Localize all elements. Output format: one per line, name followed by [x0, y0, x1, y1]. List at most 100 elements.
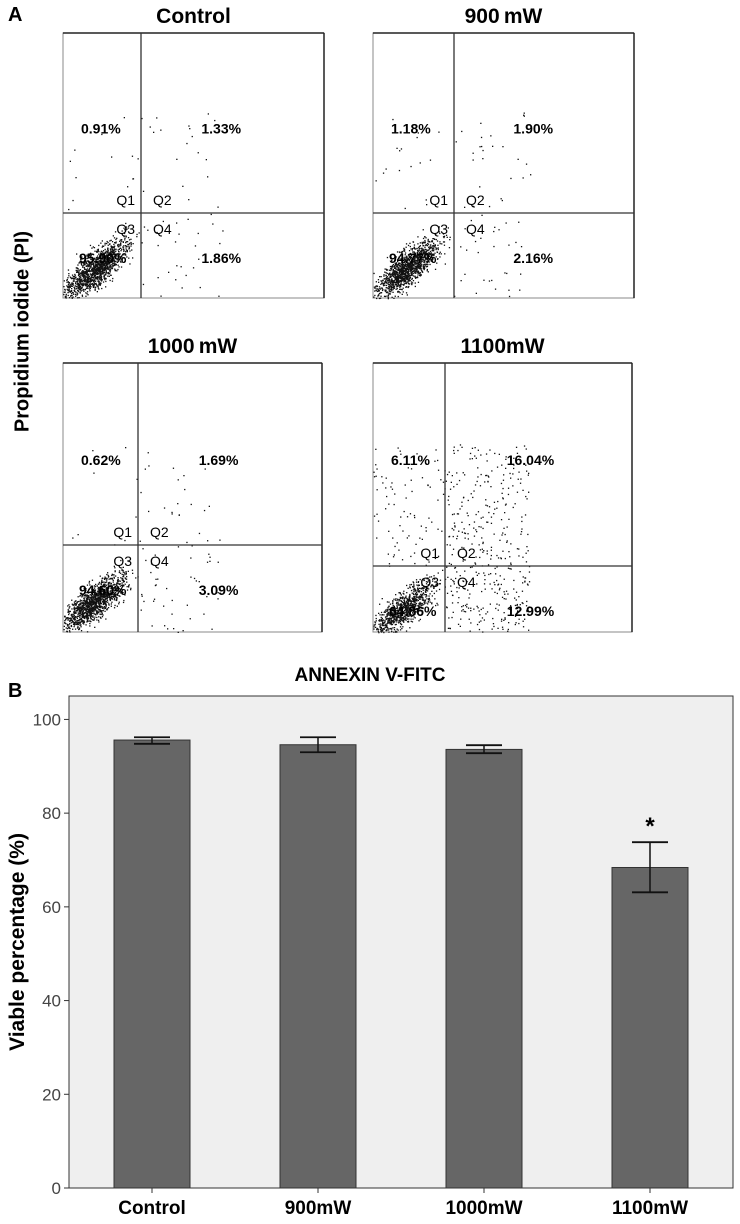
event-dot: [102, 603, 104, 606]
percent-q2: 1.90%: [513, 121, 553, 137]
event-dot: [380, 295, 382, 297]
event-dot: [398, 169, 401, 172]
event-dot: [110, 587, 112, 590]
event-dot: [95, 591, 97, 593]
event-dot: [104, 277, 106, 280]
event-dot: [125, 241, 127, 243]
event-dot: [398, 284, 400, 287]
event-dot: [375, 281, 377, 283]
event-dot: [103, 601, 105, 603]
event-dot: [142, 190, 145, 192]
event-dot: [416, 594, 418, 596]
event-dot: [409, 261, 412, 263]
event-dot: [114, 567, 116, 569]
event-dot: [103, 590, 105, 592]
event-dot: [118, 571, 120, 574]
event-dot: [391, 607, 393, 609]
event-dot: [102, 256, 104, 258]
event-dot: [404, 606, 406, 609]
event-dot: [101, 269, 104, 272]
event-dot: [413, 244, 416, 246]
event-dot: [434, 585, 436, 587]
event-dot: [128, 585, 130, 587]
event-dot: [95, 277, 97, 279]
event-dot: [78, 275, 81, 278]
event-dot: [409, 600, 411, 602]
event-dot: [391, 278, 393, 280]
event-dot: [97, 263, 99, 265]
event-dot: [107, 607, 110, 609]
event-dot: [408, 267, 410, 270]
event-dot: [405, 269, 408, 272]
event-dot: [72, 604, 74, 606]
event-dot: [102, 609, 104, 612]
event-dot: [417, 132, 419, 134]
event-dot: [91, 606, 94, 608]
event-dot: [381, 289, 384, 292]
event-dot: [112, 587, 114, 589]
event-dot: [414, 607, 416, 609]
event-dot: [393, 297, 395, 299]
event-dot: [422, 248, 424, 250]
event-dot: [76, 281, 79, 283]
event-dot: [403, 597, 406, 600]
event-dot: [124, 253, 126, 255]
event-dot: [386, 615, 388, 617]
event-dot: [415, 256, 417, 258]
event-dot: [424, 239, 426, 242]
event-dot: [214, 119, 216, 122]
event-dot: [90, 594, 93, 597]
event-dot: [419, 245, 421, 247]
event-dot: [419, 253, 421, 255]
event-dot: [412, 618, 414, 620]
event-dot: [79, 289, 82, 291]
event-dot: [86, 254, 88, 256]
event-dot: [118, 258, 121, 260]
event-dot: [390, 612, 392, 614]
event-dot: [400, 594, 402, 596]
event-dot: [403, 261, 405, 263]
event-dot: [419, 266, 421, 268]
event-dot: [78, 604, 81, 606]
event-dot: [388, 281, 390, 283]
event-dot: [433, 238, 435, 240]
event-dot: [387, 298, 389, 300]
event-dot: [423, 579, 425, 582]
event-dot: [91, 247, 93, 249]
event-dot: [73, 293, 75, 295]
event-dot: [92, 276, 94, 278]
event-dot: [402, 269, 404, 271]
event-dot: [87, 609, 89, 611]
event-dot: [413, 584, 415, 586]
event-dot: [434, 244, 436, 247]
event-dot: [87, 591, 89, 594]
event-dot: [141, 593, 143, 596]
event-dot: [64, 622, 66, 624]
event-dot: [409, 584, 411, 586]
event-dot: [379, 276, 381, 278]
event-dot: [74, 290, 76, 293]
event-dot: [96, 613, 99, 615]
percent-q3: 95.90%: [79, 250, 127, 266]
event-dot: [407, 601, 410, 603]
event-dot: [420, 274, 422, 276]
event-dot: [390, 283, 392, 285]
event-dot: [111, 253, 113, 255]
event-dot: [115, 263, 117, 265]
event-dot: [217, 598, 219, 600]
event-dot: [411, 607, 414, 609]
event-dot: [78, 274, 80, 276]
event-dot: [384, 284, 386, 286]
event-dot: [92, 267, 94, 269]
event-dot: [86, 279, 88, 281]
event-dot: [100, 255, 102, 257]
event-dot: [73, 289, 76, 291]
percent-q1: 0.62%: [81, 452, 121, 468]
event-dot: [393, 616, 395, 618]
quadrant-label-q2: Q2: [466, 192, 485, 208]
event-dot: [66, 279, 68, 281]
event-dot: [77, 290, 80, 293]
event-dot: [407, 267, 409, 269]
event-dot: [74, 628, 77, 630]
event-dot: [92, 450, 94, 452]
